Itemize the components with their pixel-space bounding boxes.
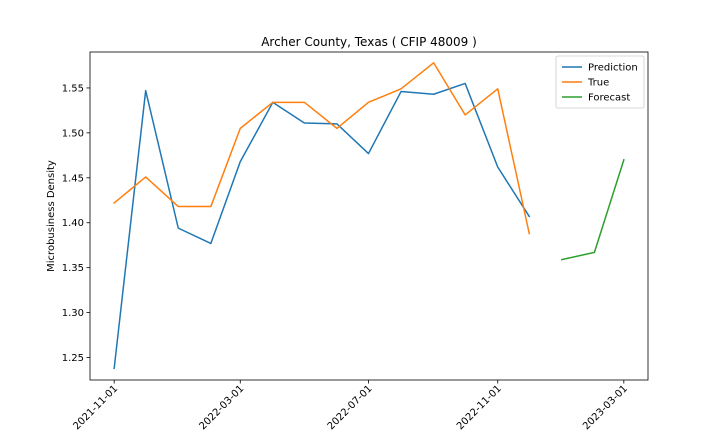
legend: Prediction True Forecast — [555, 55, 645, 109]
legend-label-true: True — [587, 78, 609, 89]
y-tick-label: 1.35 — [62, 263, 84, 274]
series-line-prediction — [113, 82, 531, 370]
series-line-forecast — [560, 158, 625, 261]
series-line-true — [113, 62, 531, 235]
y-tick-label: 1.25 — [62, 353, 84, 364]
chart-title: Archer County, Texas ( CFIP 48009 ) — [261, 35, 477, 49]
y-tick-label: 1.40 — [62, 218, 84, 229]
y-tick-label: 1.30 — [62, 308, 84, 319]
y-tick-label: 1.50 — [62, 128, 84, 139]
axes-frame — [89, 51, 649, 381]
legend-box — [555, 55, 645, 109]
legend-label-forecast: Forecast — [588, 93, 630, 104]
y-tick-label: 1.45 — [62, 173, 84, 184]
y-axis-label: Microbusiness Density — [46, 160, 57, 272]
y-tick-label: 1.55 — [62, 83, 84, 94]
legend-label-prediction: Prediction — [588, 63, 638, 74]
